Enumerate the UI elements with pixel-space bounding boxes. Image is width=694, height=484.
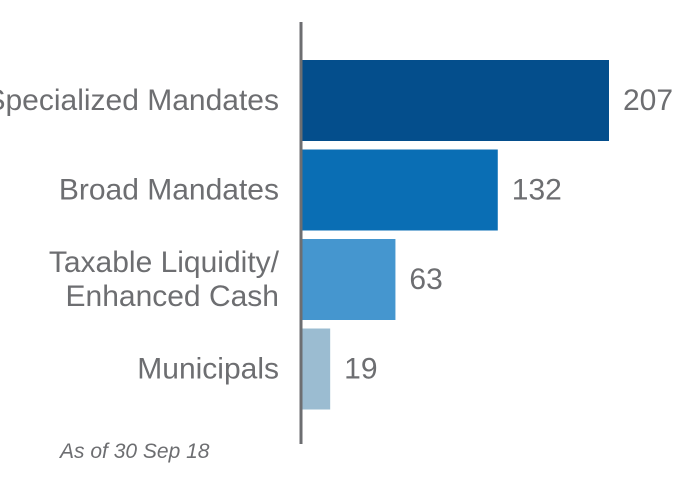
value-label-0: 207 [623,84,673,117]
labels-layer: 207 Specialized Mandates 132 Broad Mandates… [0,84,673,386]
category-label-2: Taxable Liquidity/Enhanced Cash [49,246,280,313]
category-label-3: Municipals [137,353,279,386]
value-label-2: 63 [409,263,442,296]
bar-3 [302,328,331,410]
bar-2 [302,239,396,320]
category-label-1: Broad Mandates [59,174,279,207]
category-label-line: Broad Mandates [59,174,279,207]
bars-layer [302,60,609,410]
value-label-1: 132 [512,174,562,207]
category-label-line: Taxable Liquidity/ [49,246,280,279]
value-label-3: 19 [344,353,377,386]
category-label-line: Municipals [137,353,279,386]
category-label-0: Specialized Mandates [0,84,279,117]
bar-0 [302,60,609,141]
bar-1 [302,149,498,231]
as-of-footnote: As of 30 Sep 18 [58,440,210,463]
category-label-line: Specialized Mandates [0,84,279,117]
category-label-line: Enhanced Cash [66,280,280,313]
